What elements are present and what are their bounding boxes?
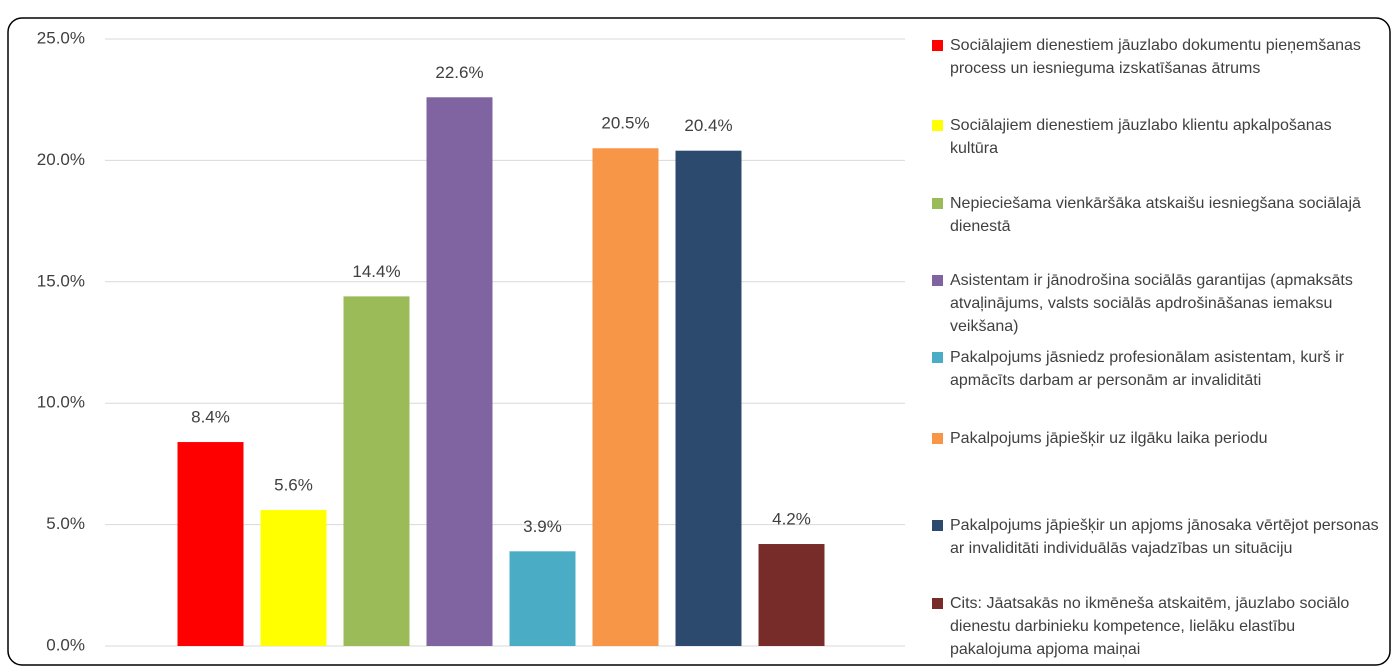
legend-swatch: [932, 433, 943, 444]
y-tick-label: 25.0%: [37, 28, 85, 47]
y-tick-label: 10.0%: [37, 393, 85, 412]
legend-entry: Cits: Jāatsakās no ikmēneša atskaitēm, j…: [930, 592, 1380, 661]
legend-swatch: [932, 275, 943, 286]
legend-swatch: [932, 598, 943, 609]
legend-label: Pakalpojums jāsniedz profesionālam asist…: [950, 349, 1344, 389]
legend-entry: Asistentam ir jānodrošina sociālās garan…: [930, 269, 1380, 338]
data-label: 20.4%: [684, 116, 732, 135]
data-label: 14.4%: [352, 262, 400, 281]
bar: [509, 551, 576, 646]
legend-entry: Pakalpojums jāpiešķir uz ilgāku laika pe…: [930, 427, 1380, 450]
bar: [177, 442, 244, 646]
legend-entry: Nepieciešama vienkāršāka atskaišu iesnie…: [930, 192, 1380, 238]
y-tick-label: 15.0%: [37, 271, 85, 290]
bar: [675, 150, 742, 647]
bar: [592, 148, 659, 646]
data-label: 22.6%: [435, 63, 483, 82]
legend-label: Nepieciešama vienkāršāka atskaišu iesnie…: [950, 195, 1361, 235]
data-label: 8.4%: [191, 408, 230, 427]
legend-swatch: [932, 352, 943, 363]
bar: [260, 510, 327, 646]
data-label: 3.9%: [523, 517, 562, 536]
y-tick-label: 5.0%: [46, 514, 85, 533]
legend-label: Pakalpojums jāpiešķir un apjoms jānosaka…: [950, 517, 1379, 557]
y-tick-label: 0.0%: [46, 635, 85, 654]
legend-swatch: [932, 40, 943, 51]
data-label: 5.6%: [274, 476, 313, 495]
legend-swatch: [932, 520, 943, 531]
data-label: 20.5%: [601, 114, 649, 133]
legend-swatch: [932, 198, 943, 209]
bar: [426, 97, 493, 647]
legend-entry: Sociālajiem dienestiem jāuzlabo klientu …: [930, 114, 1380, 160]
legend-label: Cits: Jāatsakās no ikmēneša atskaitēm, j…: [950, 595, 1350, 658]
legend-label: Sociālajiem dienestiem jāuzlabo dokument…: [950, 37, 1361, 77]
legend-label: Asistentam ir jānodrošina sociālās garan…: [950, 272, 1353, 335]
y-tick-label: 20.0%: [37, 150, 85, 169]
legend-entry: Pakalpojums jāpiešķir un apjoms jānosaka…: [930, 514, 1380, 560]
legend-label: Pakalpojums jāpiešķir uz ilgāku laika pe…: [950, 430, 1268, 447]
legend-entry: Pakalpojums jāsniedz profesionālam asist…: [930, 346, 1380, 392]
data-label: 4.2%: [772, 510, 811, 529]
bar: [343, 296, 410, 646]
legend-label: Sociālajiem dienestiem jāuzlabo klientu …: [950, 117, 1332, 157]
legend-entry: Sociālajiem dienestiem jāuzlabo dokument…: [930, 34, 1380, 80]
legend-swatch: [932, 120, 943, 131]
bar: [758, 544, 825, 646]
